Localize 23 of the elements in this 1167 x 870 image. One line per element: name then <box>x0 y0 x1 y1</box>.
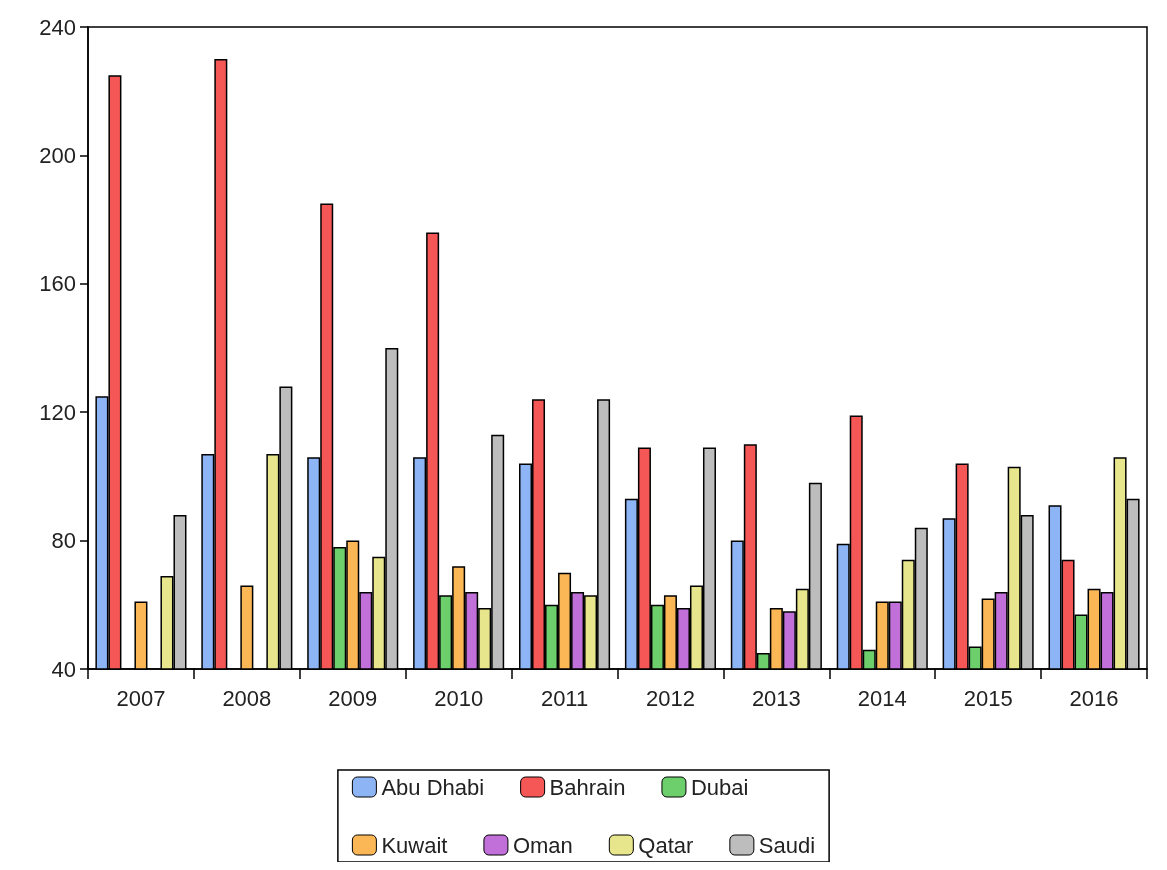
x-tick-label: 2009 <box>328 685 378 711</box>
legend-label: Oman <box>512 832 573 858</box>
x-tick-label: 2015 <box>963 685 1013 711</box>
x-tick-label: 2007 <box>116 685 166 711</box>
y-tick-label: 120 <box>39 399 76 425</box>
y-tick-label: 200 <box>39 142 76 168</box>
x-tick-label: 2012 <box>645 685 695 711</box>
y-tick-label: 160 <box>39 271 76 297</box>
legend-label: Qatar <box>638 832 694 858</box>
x-tick-label: 2014 <box>857 685 907 711</box>
x-tick-label: 2010 <box>434 685 484 711</box>
legend-label: Kuwait <box>381 832 448 858</box>
x-tick-label: 2016 <box>1069 685 1119 711</box>
y-tick-label: 40 <box>51 656 76 682</box>
y-tick-label: 80 <box>51 528 76 554</box>
legend-label: Bahrain <box>549 774 626 800</box>
legend-label: Saudi <box>758 832 816 858</box>
x-tick-label: 2011 <box>540 685 589 711</box>
x-tick-label: 2013 <box>751 685 801 711</box>
legend-label: Dubai <box>690 774 749 800</box>
legend-label: Abu Dhabi <box>381 774 485 800</box>
x-tick-label: 2008 <box>222 685 272 711</box>
y-tick-label: 240 <box>39 14 76 40</box>
